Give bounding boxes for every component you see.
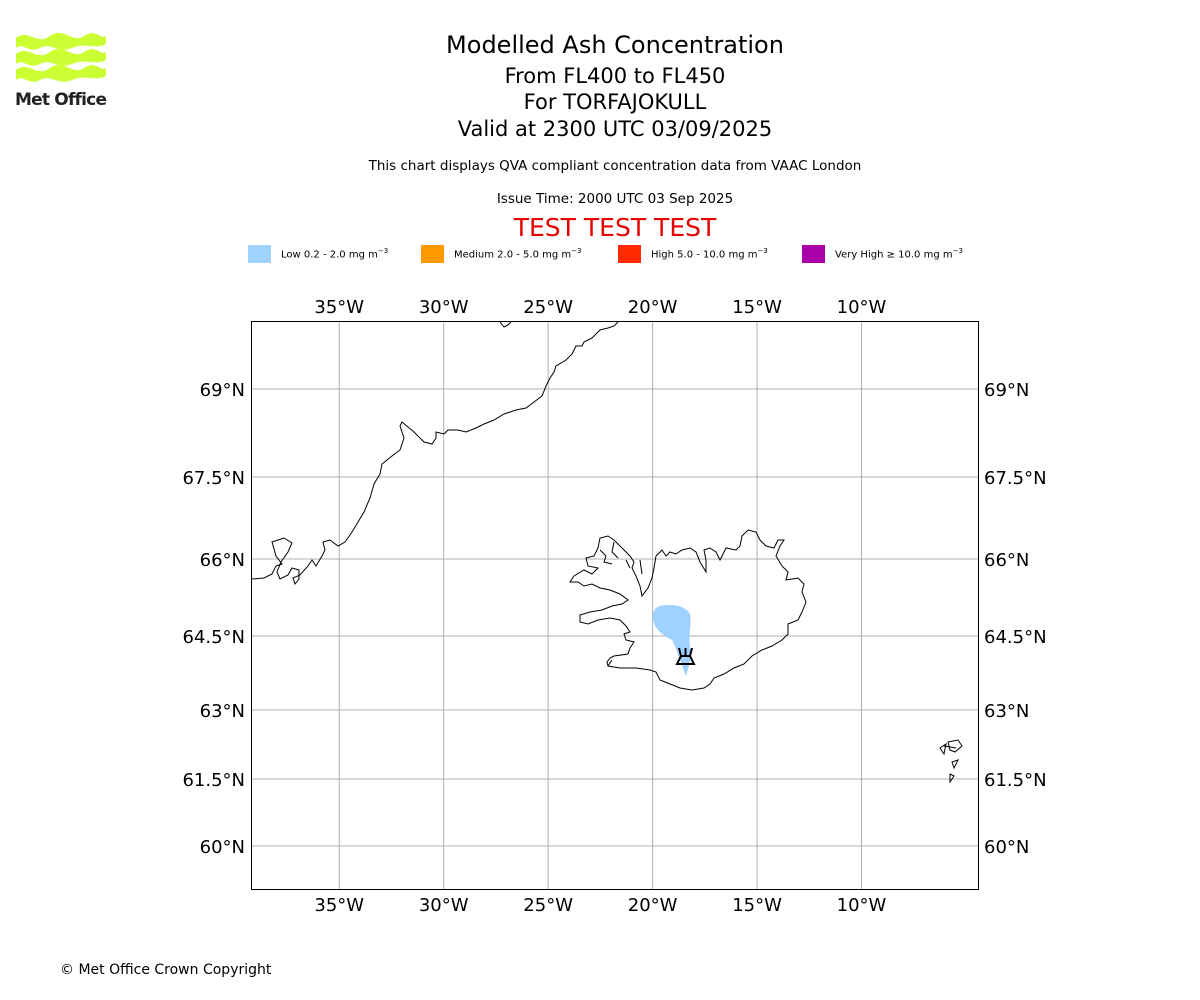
copyright-notice: © Met Office Crown Copyright <box>60 962 272 978</box>
map-frame <box>251 321 979 890</box>
volcano-icon <box>675 647 696 665</box>
met-office-logo: Met Office <box>14 30 108 112</box>
legend-swatch-high <box>618 245 641 263</box>
legend-unit-exponent: −3 <box>571 247 582 256</box>
greenland-coastline <box>251 321 619 586</box>
lat-tick-label-right: 64.5°N <box>984 627 1047 648</box>
lat-tick-label-right: 66°N <box>984 550 1029 571</box>
lat-tick-label-left: 67.5°N <box>182 468 245 489</box>
lon-tick-label-top: 15°W <box>732 297 782 318</box>
legend-item-high: High 5.0 - 10.0 mg m−3 <box>618 244 768 264</box>
legend-swatch-low <box>248 245 271 263</box>
legend-label-very-high: Very High ≥ 10.0 mg m <box>835 249 953 261</box>
lon-tick-label-top: 30°W <box>419 297 469 318</box>
legend-item-very-high: Very High ≥ 10.0 mg m−3 <box>802 244 963 264</box>
lon-tick-label-bottom: 20°W <box>628 895 678 916</box>
legend-unit-exponent: −3 <box>952 247 963 256</box>
logo-text: Met Office <box>15 90 107 110</box>
lat-tick-label-left: 64.5°N <box>182 627 245 648</box>
valid-time: Valid at 2300 UTC 03/09/2025 <box>457 117 773 141</box>
faroe-islands <box>939 739 963 784</box>
lon-tick-label-top: 10°W <box>837 297 887 318</box>
lon-tick-label-bottom: 35°W <box>314 895 364 916</box>
lat-tick-label-left: 66°N <box>200 550 245 571</box>
legend-label-medium: Medium 2.0 - 5.0 mg m <box>454 249 572 261</box>
greenland-coastline-north <box>499 321 512 328</box>
legend-item-low: Low 0.2 - 2.0 mg m−3 <box>248 244 388 264</box>
lat-tick-label-right: 69°N <box>984 380 1029 401</box>
chart-description: This chart displays QVA compliant concen… <box>368 158 862 174</box>
legend-item-medium: Medium 2.0 - 5.0 mg m−3 <box>421 244 581 264</box>
lon-tick-label-bottom: 25°W <box>523 895 573 916</box>
legend-label-low: Low 0.2 - 2.0 mg m <box>281 249 378 261</box>
legend-unit-exponent: −3 <box>757 247 768 256</box>
iceland-coastline-inlets <box>599 541 643 667</box>
lat-tick-label-right: 61.5°N <box>984 770 1047 791</box>
chart-title: Modelled Ash Concentration <box>446 31 784 59</box>
lat-tick-label-right: 63°N <box>984 701 1029 722</box>
legend-unit-exponent: −3 <box>377 247 389 256</box>
volcano-name: For TORFAJOKULL <box>523 90 707 114</box>
lat-tick-label-left: 61.5°N <box>182 770 245 791</box>
issue-time: Issue Time: 2000 UTC 03 Sep 2025 <box>496 191 734 207</box>
iceland-coastline <box>569 529 807 691</box>
lon-tick-label-bottom: 15°W <box>732 895 782 916</box>
lon-tick-label-bottom: 30°W <box>419 895 469 916</box>
lat-tick-label-right: 67.5°N <box>984 468 1047 489</box>
lon-tick-label-bottom: 10°W <box>837 895 887 916</box>
lon-tick-label-top: 20°W <box>628 297 678 318</box>
legend-label-high: High 5.0 - 10.0 mg m <box>651 249 758 261</box>
test-banner: TEST TEST TEST <box>513 213 717 242</box>
graticule <box>251 321 979 890</box>
lat-tick-label-left: 63°N <box>200 701 245 722</box>
lon-tick-label-top: 35°W <box>314 297 364 318</box>
lat-tick-label-left: 60°N <box>200 837 245 858</box>
legend-swatch-very-high <box>802 245 825 263</box>
ash-cloud-low <box>652 604 691 676</box>
legend-swatch-medium <box>421 245 444 263</box>
met-office-waves-icon <box>16 32 106 82</box>
lat-tick-label-left: 69°N <box>200 380 245 401</box>
lon-tick-label-top: 25°W <box>523 297 573 318</box>
axis-labels: 35°W 35°W 30°W 30°W 25°W 25°W 20°W 20°W 15°W 15°W… <box>182 297 1046 916</box>
flight-levels: From FL400 to FL450 <box>504 64 726 88</box>
lat-tick-label-right: 60°N <box>984 837 1029 858</box>
